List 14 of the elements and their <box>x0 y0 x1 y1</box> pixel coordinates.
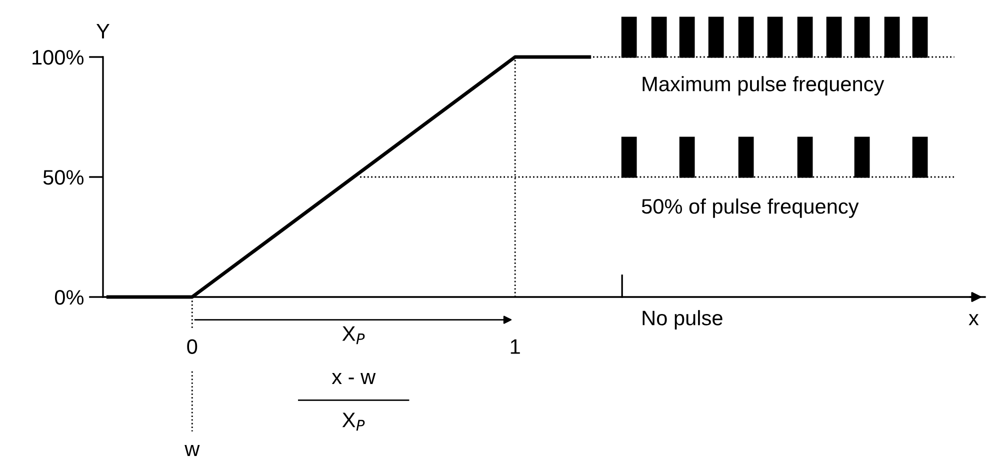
annotation: Maximum pulse frequency <box>642 76 884 96</box>
text: w <box>184 444 200 456</box>
text: No pulse <box>642 310 722 330</box>
text: X$_{P}$ <box>342 326 365 344</box>
x-tick-label: 1 <box>510 339 520 354</box>
text: x - w <box>332 372 376 384</box>
annotation: 50% of pulse frequency <box>642 198 859 218</box>
y-tick-label: 0% <box>54 290 84 305</box>
x-tick-label: 0 <box>187 339 198 354</box>
y-tick-label: 100% <box>32 50 84 65</box>
text: X$_{P}$ <box>342 412 365 431</box>
x-axis-title: x <box>968 314 979 326</box>
y-axis-title: Y <box>96 24 110 38</box>
y-tick-label: 50% <box>43 170 84 185</box>
